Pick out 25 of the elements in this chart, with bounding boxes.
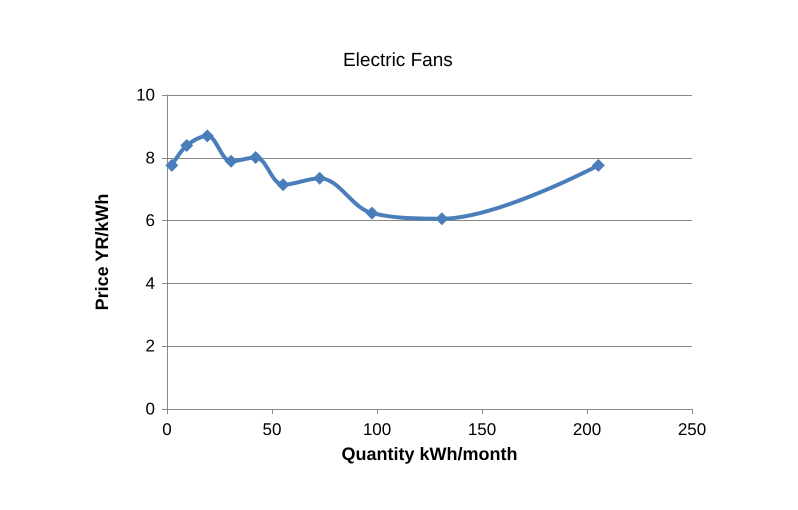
chart-title: Electric Fans <box>343 50 453 71</box>
y-tick-label: 6 <box>146 211 155 230</box>
point <box>592 158 605 172</box>
point <box>200 129 214 142</box>
x-tick-label: 0 <box>162 420 172 439</box>
y-tick-label: 4 <box>146 274 155 293</box>
point <box>276 178 290 192</box>
point <box>249 150 262 164</box>
point <box>224 154 238 168</box>
y-axis-title: Price YR/kWh <box>92 194 112 310</box>
x-tick-label: 250 <box>678 420 706 439</box>
y-tick-label: 8 <box>146 148 155 168</box>
x-axis-title: Quantity kWh/month <box>342 444 518 464</box>
y-tick-label: 0 <box>146 400 155 418</box>
point <box>435 212 448 226</box>
point <box>165 158 178 172</box>
x-tick-label: 100 <box>362 420 392 439</box>
point <box>365 206 378 220</box>
x-tick-label: 50 <box>262 420 282 439</box>
point <box>313 172 326 185</box>
x-tick-label: 150 <box>468 420 496 439</box>
x-tick-label: 200 <box>572 420 602 439</box>
y-tick-label: 10 <box>136 86 155 104</box>
point <box>180 139 194 152</box>
y-tick-label: 2 <box>146 336 155 356</box>
